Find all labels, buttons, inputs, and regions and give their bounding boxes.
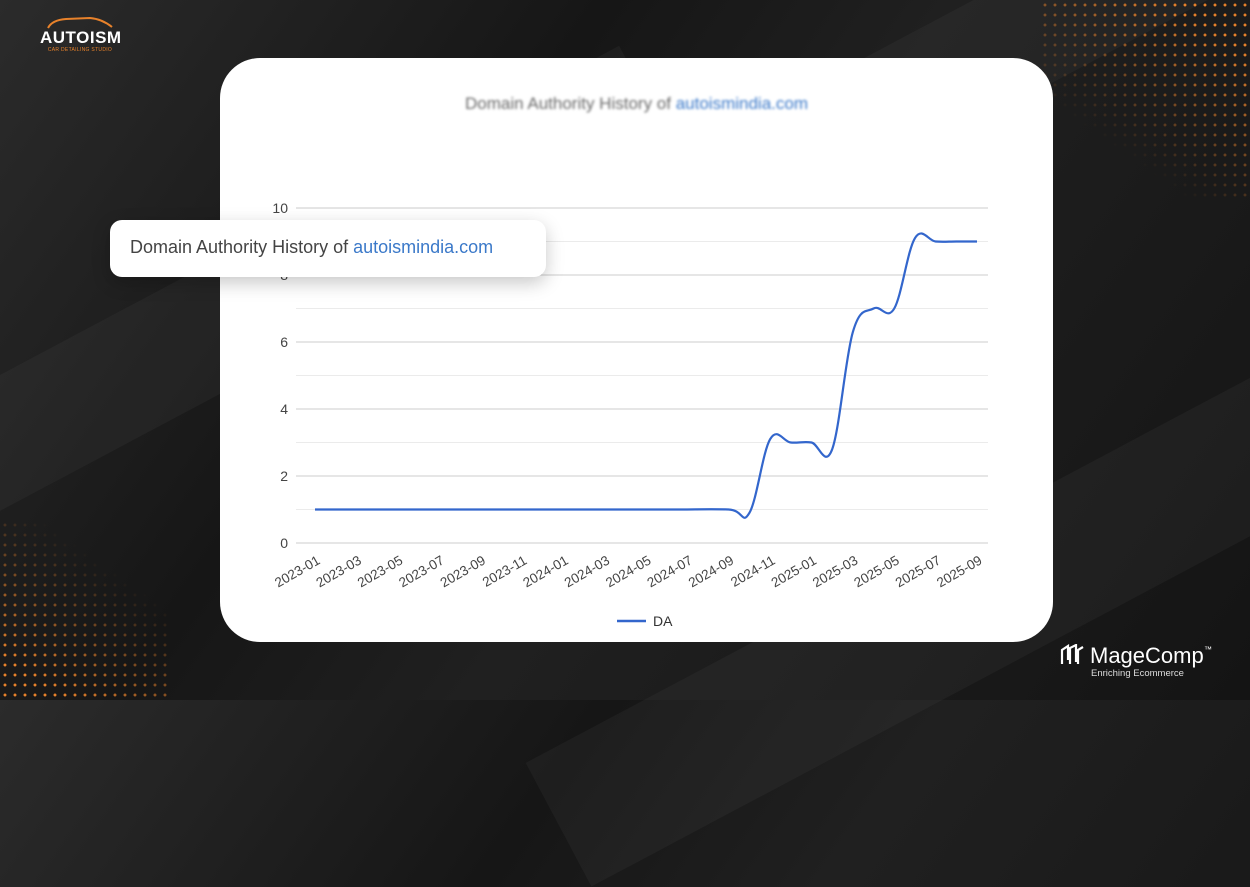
y-tick-label: 10 [272, 200, 288, 216]
trademark-symbol: ™ [1204, 645, 1212, 654]
autoism-logo: AUTOISM CAR DETAILING STUDIO [40, 16, 122, 56]
y-tick-label: 0 [280, 535, 288, 551]
orange-dot-pattern [0, 520, 170, 700]
chart-title: Domain Authority History of autoismindia… [220, 94, 1053, 114]
y-tick-label: 6 [280, 334, 288, 350]
x-tick-label: 2024-03 [562, 553, 612, 591]
x-tick-label: 2023-09 [438, 553, 488, 591]
logo-subtext: CAR DETAILING STUDIO [47, 47, 113, 53]
car-icon [47, 16, 113, 29]
x-tick-label: 2025-09 [934, 553, 984, 591]
orange-dot-pattern [1040, 0, 1250, 200]
x-tick-label: 2024-11 [728, 553, 778, 590]
logo-text: AUTOISM [40, 28, 122, 47]
x-tick-label: 2025-07 [893, 553, 943, 591]
chart-title-prefix: Domain Authority History of [465, 94, 676, 113]
magecomp-icon [1060, 644, 1084, 664]
magecomp-text: MageComp [1090, 643, 1204, 668]
callout-text-prefix: Domain Authority History of [130, 237, 354, 257]
x-tick-label: 2024-07 [644, 553, 694, 591]
x-tick-label: 2023-01 [272, 553, 322, 591]
y-tick-label: 2 [280, 468, 288, 484]
y-tick-label: 4 [280, 401, 288, 417]
x-tick-label: 2024-09 [686, 553, 736, 591]
x-tick-label: 2025-01 [769, 553, 819, 591]
callout-text: Domain Authority History of autoismindia… [130, 237, 493, 258]
x-tick-label: 2025-03 [810, 553, 860, 591]
x-tick-label: 2023-07 [396, 553, 446, 591]
legend-label: DA [653, 613, 673, 629]
series-line-da [315, 232, 977, 519]
chart-card: Domain Authority History of autoismindia… [220, 58, 1053, 642]
callout-label: Domain Authority History of autoismindia… [110, 220, 546, 277]
domain-authority-chart: 02468102023-012023-032023-052023-072023-… [272, 200, 988, 629]
x-tick-label: 2023-03 [313, 553, 363, 591]
x-tick-label: 2024-01 [520, 553, 570, 591]
magecomp-logo: MageComp ™ Enriching Ecommerce [1060, 643, 1230, 683]
x-tick-label: 2025-05 [851, 553, 901, 591]
x-tick-label: 2024-05 [603, 553, 653, 591]
x-tick-label: 2023-11 [480, 553, 530, 590]
chart-title-domain: autoismindia.com [675, 94, 808, 113]
callout-domain-link: autoismindia.com [353, 237, 494, 257]
magecomp-tagline: Enriching Ecommerce [1091, 668, 1184, 679]
x-tick-label: 2023-05 [355, 553, 405, 591]
